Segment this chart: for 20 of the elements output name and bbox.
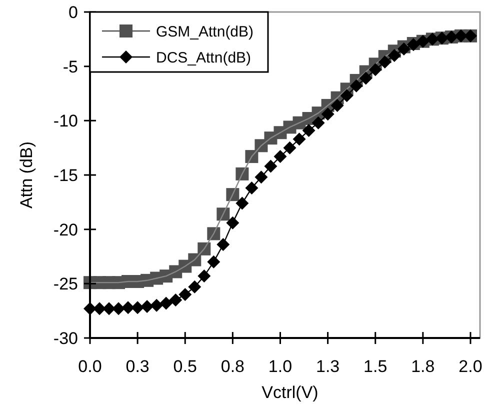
x-tick-label: 1.3 xyxy=(316,357,340,376)
y-tick-label: -10 xyxy=(53,112,78,131)
x-tick-label: 0.5 xyxy=(173,357,197,376)
y-tick-label: -5 xyxy=(62,57,78,76)
x-tick-label: 0.3 xyxy=(126,357,150,376)
y-tick-label: -15 xyxy=(53,166,78,185)
legend-label: GSM_Attn(dB) xyxy=(156,23,254,40)
y-axis-title: Attn (dB) xyxy=(17,141,36,209)
y-tick-label: -20 xyxy=(53,220,78,240)
x-tick-label: 1.8 xyxy=(411,357,435,376)
legend-label: DCS_Attn(dB) xyxy=(156,49,252,66)
x-axis-title: Vctrl(V) xyxy=(262,383,318,402)
x-tick-label: 0.8 xyxy=(220,357,245,376)
y-tick-label: -30 xyxy=(53,328,78,348)
x-tick-label: 1.5 xyxy=(364,357,388,376)
x-tick-label: 0.0 xyxy=(78,357,102,376)
y-tick-label: -25 xyxy=(53,274,78,294)
x-tick-label: 2.0 xyxy=(458,357,482,376)
y-tick-label: 0 xyxy=(68,2,78,22)
x-tick-label: 1.0 xyxy=(268,357,292,376)
